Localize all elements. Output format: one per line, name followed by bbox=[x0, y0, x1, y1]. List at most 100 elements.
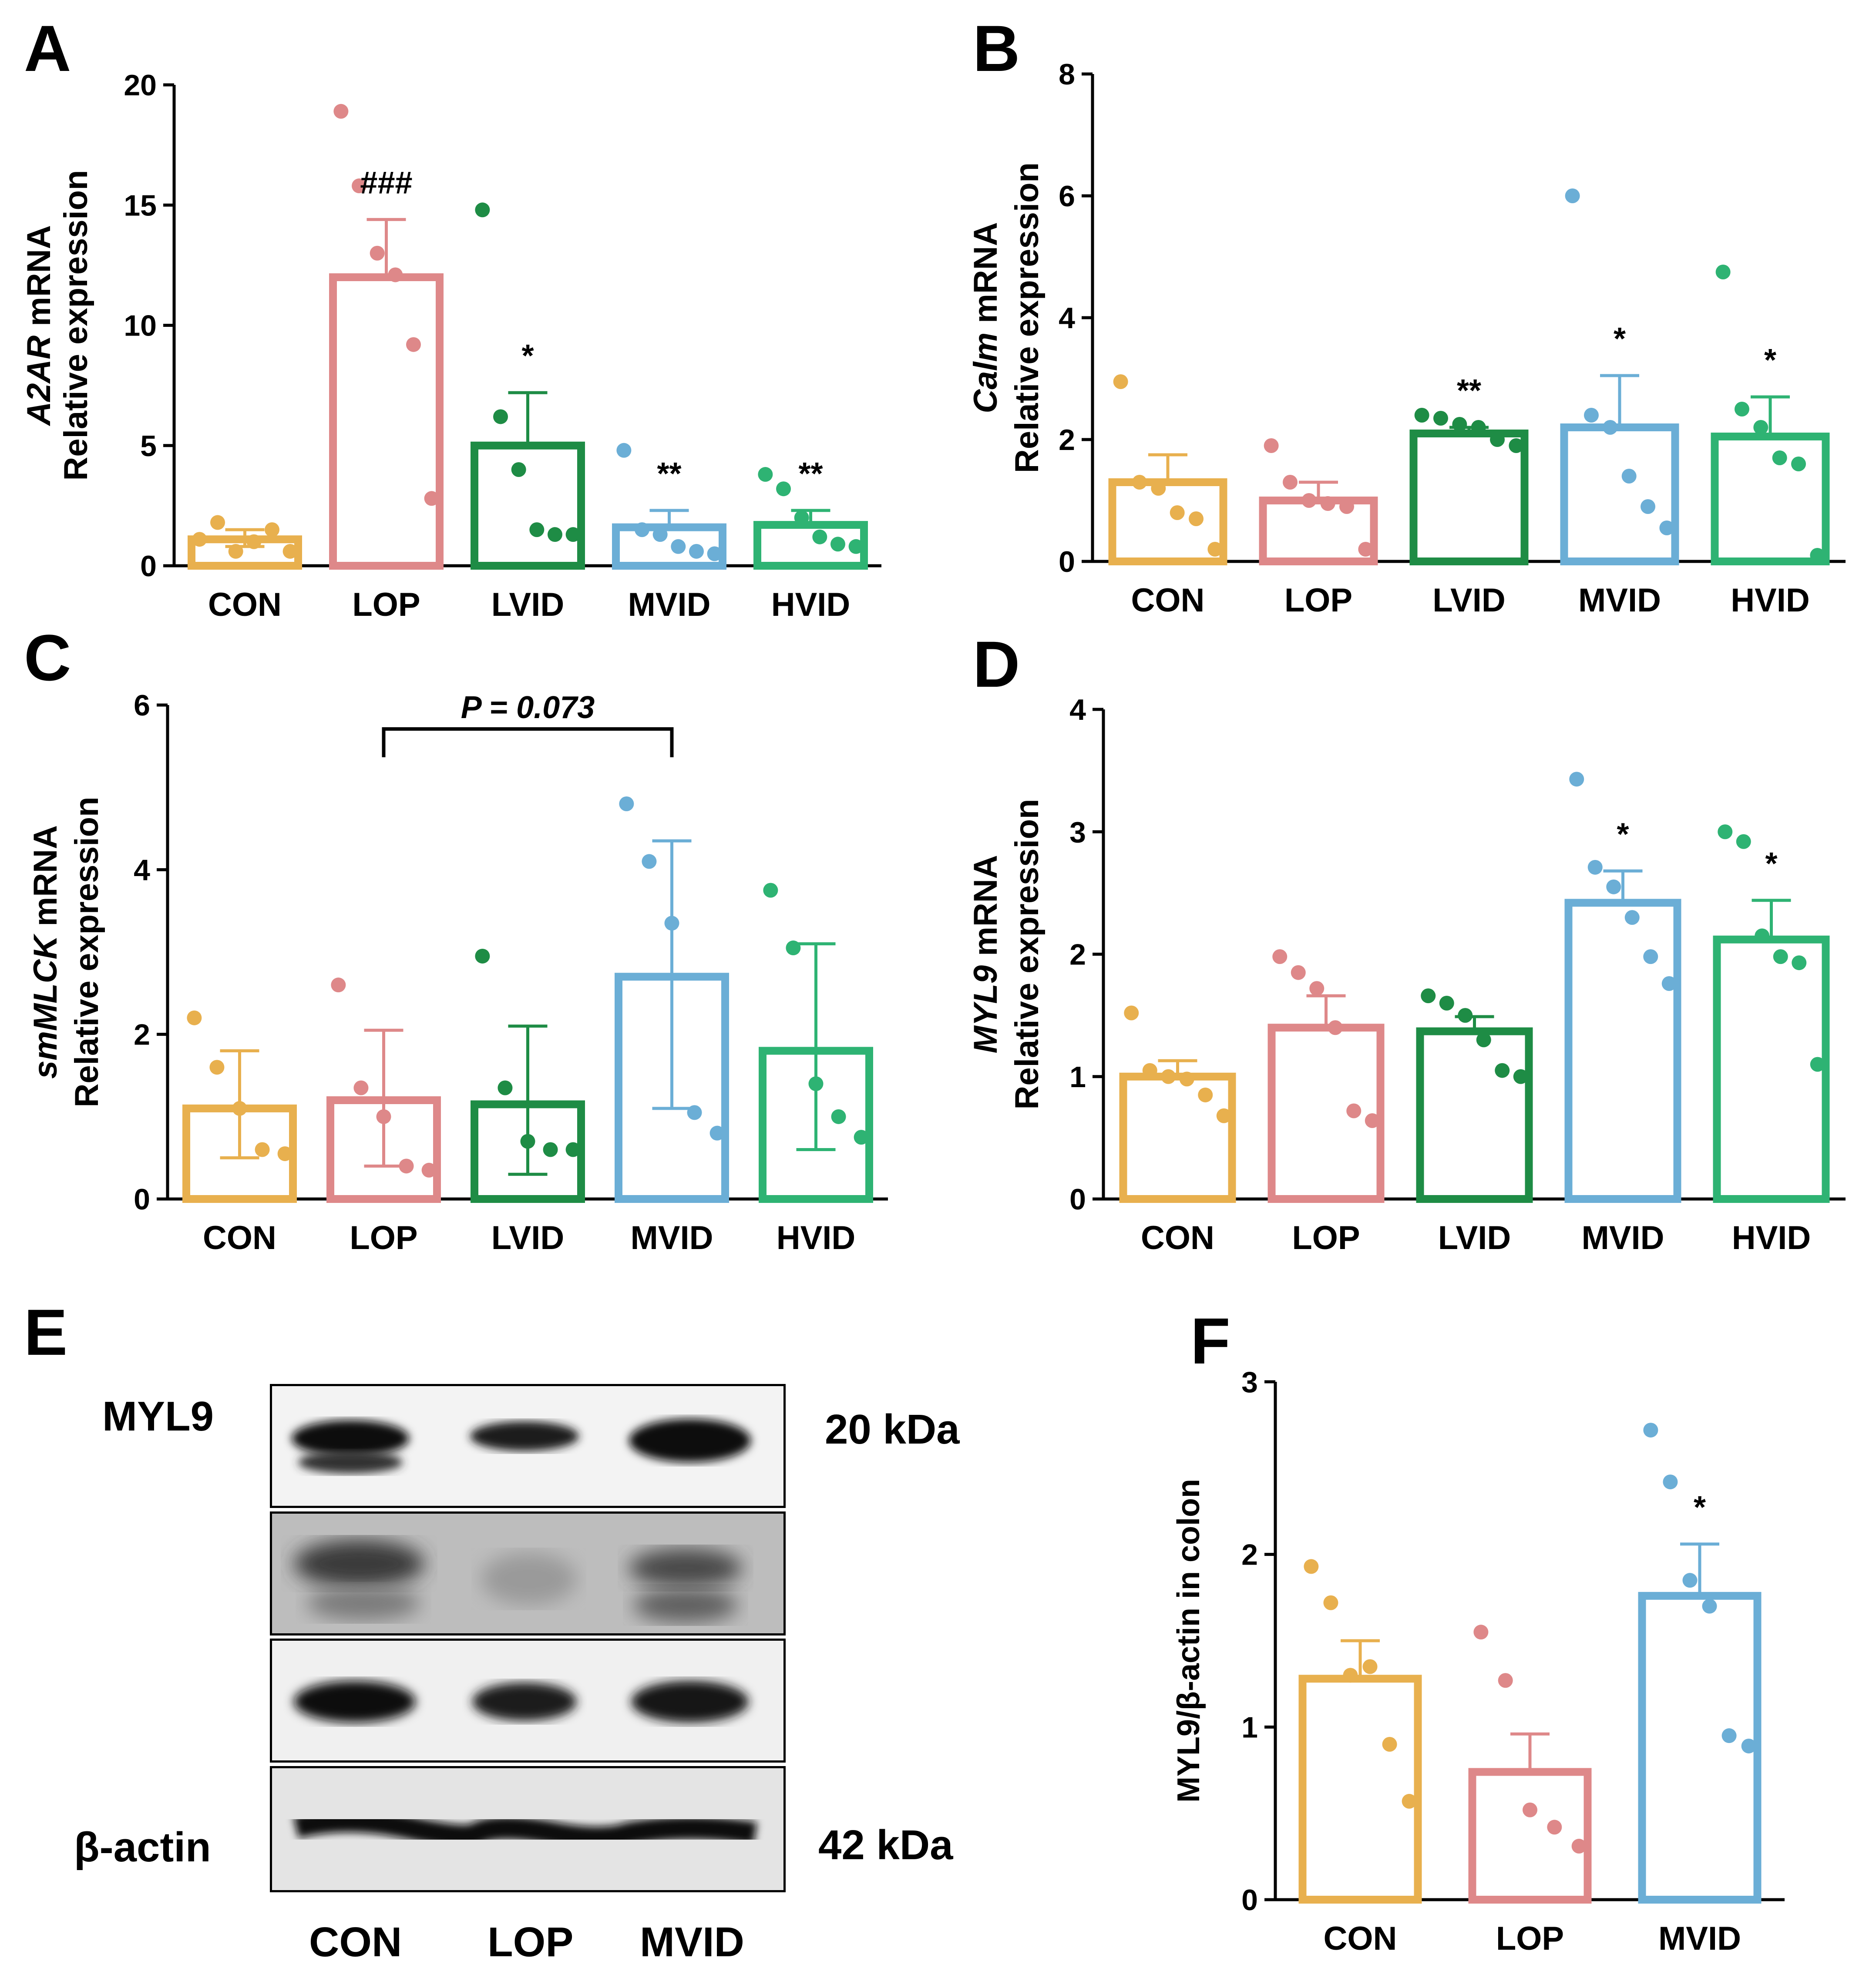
data-point bbox=[1323, 1595, 1338, 1610]
significance-label: ### bbox=[360, 165, 412, 200]
data-point bbox=[1343, 1668, 1358, 1683]
x-tick-label: HVID bbox=[1732, 1219, 1811, 1256]
blot-myl9-exposure-bands bbox=[294, 1540, 742, 1622]
panel-letter-b: B bbox=[973, 12, 1020, 85]
comparison-label: P = 0.073 bbox=[461, 690, 595, 725]
x-tick-label: MVID bbox=[1658, 1920, 1741, 1957]
panel-letter-f: F bbox=[1190, 1304, 1230, 1377]
data-point bbox=[209, 1060, 225, 1075]
data-point bbox=[1736, 834, 1751, 849]
significance-label: ** bbox=[798, 457, 823, 491]
data-point bbox=[1772, 450, 1787, 465]
data-point bbox=[520, 1134, 535, 1149]
x-tick-label: HVID bbox=[777, 1219, 856, 1256]
y-tick-label: 4 bbox=[1059, 302, 1075, 335]
data-point bbox=[1523, 1802, 1537, 1817]
y-axis-label-secondary: Relative expression bbox=[1009, 799, 1046, 1110]
data-point bbox=[848, 539, 864, 554]
y-axis-label: Calm mRNA bbox=[967, 222, 1004, 413]
blot-myl9-bands bbox=[292, 1419, 751, 1474]
data-point bbox=[1339, 499, 1355, 514]
x-tick-label: LOP bbox=[352, 586, 420, 623]
data-point bbox=[1132, 475, 1147, 490]
data-point bbox=[1741, 1738, 1756, 1753]
data-point bbox=[1643, 1423, 1658, 1438]
x-tick-label: CON bbox=[1131, 582, 1205, 619]
data-point bbox=[1513, 1069, 1528, 1084]
y-axis-label-secondary: Relative expression bbox=[1009, 162, 1046, 473]
blot-protein-label: MYL9 bbox=[102, 1393, 214, 1440]
significance-label: * bbox=[1614, 322, 1626, 356]
blot-actin-exposure-panel bbox=[270, 1766, 786, 1892]
data-point bbox=[1718, 824, 1733, 840]
y-tick-label: 15 bbox=[124, 189, 157, 222]
significance-label: * bbox=[1694, 1490, 1706, 1525]
data-point bbox=[707, 546, 722, 561]
data-point bbox=[1641, 499, 1656, 514]
data-point bbox=[1113, 374, 1128, 389]
y-tick-label: 6 bbox=[134, 689, 150, 722]
panel-letter-a: A bbox=[24, 12, 71, 85]
data-point bbox=[664, 916, 679, 931]
data-point bbox=[616, 443, 632, 458]
y-tick-label: 4 bbox=[134, 853, 150, 887]
blot-size-top: 20 kDa bbox=[825, 1406, 960, 1453]
data-point bbox=[1476, 1032, 1491, 1048]
bar bbox=[1638, 1592, 1762, 1904]
y-tick-label: 20 bbox=[124, 69, 157, 102]
data-point bbox=[1509, 438, 1524, 453]
data-point bbox=[406, 337, 421, 352]
data-point bbox=[1216, 1108, 1231, 1123]
data-point bbox=[1433, 411, 1448, 426]
data-point bbox=[808, 1076, 824, 1091]
data-point bbox=[352, 178, 367, 194]
significance-label: * bbox=[521, 339, 534, 373]
data-point bbox=[529, 522, 545, 537]
x-tick-label: LVID bbox=[1438, 1219, 1511, 1256]
chart-a: 0 5 10 15 20 A2AR mRNA Relative expression CON #… bbox=[20, 69, 881, 623]
blot-lane-label: CON bbox=[309, 1919, 402, 1965]
data-point bbox=[1142, 1063, 1157, 1078]
x-tick-label: CON bbox=[1324, 1920, 1397, 1957]
y-axis-label-suffix: mRNA bbox=[27, 825, 64, 935]
data-point bbox=[1702, 1599, 1717, 1614]
y-tick-label: 0 bbox=[1059, 545, 1075, 578]
data-point bbox=[1189, 511, 1204, 526]
data-point bbox=[565, 527, 581, 542]
data-point bbox=[1569, 772, 1584, 787]
data-point bbox=[1161, 1069, 1176, 1084]
x-tick-label: LOP bbox=[1284, 582, 1352, 619]
panel-letter-d: D bbox=[973, 628, 1020, 701]
data-point bbox=[1473, 1625, 1489, 1640]
y-axis-label: A2AR mRNA bbox=[20, 225, 57, 426]
y-axis-label-gene: Calm bbox=[967, 332, 1004, 413]
data-point bbox=[1421, 988, 1436, 1004]
panel-letter-c: C bbox=[24, 621, 71, 694]
y-tick-label: 6 bbox=[1059, 180, 1075, 213]
blot-actin-panel bbox=[270, 1639, 786, 1763]
data-point bbox=[1773, 949, 1788, 964]
bar bbox=[612, 523, 726, 570]
data-point bbox=[475, 202, 490, 218]
data-point bbox=[830, 537, 845, 552]
data-point bbox=[1304, 1559, 1319, 1574]
data-point bbox=[1565, 188, 1580, 203]
x-tick-label: CON bbox=[203, 1219, 276, 1256]
y-axis-label: MYL9 mRNA bbox=[967, 855, 1004, 1053]
data-point bbox=[1721, 1728, 1737, 1743]
data-point bbox=[763, 883, 778, 898]
x-tick-label: MVID bbox=[1582, 1219, 1664, 1256]
data-point bbox=[786, 940, 801, 956]
data-point bbox=[493, 409, 508, 424]
data-point bbox=[498, 1080, 513, 1095]
data-point bbox=[1498, 1673, 1513, 1688]
data-point bbox=[1151, 481, 1166, 496]
bar bbox=[329, 273, 444, 570]
significance-label: * bbox=[1764, 343, 1776, 378]
data-point bbox=[794, 510, 809, 525]
y-tick-label: 5 bbox=[140, 430, 157, 463]
data-point bbox=[671, 539, 686, 554]
bar bbox=[1267, 1024, 1385, 1203]
data-point bbox=[687, 1105, 702, 1120]
y-tick-label: 0 bbox=[1241, 1884, 1258, 1917]
